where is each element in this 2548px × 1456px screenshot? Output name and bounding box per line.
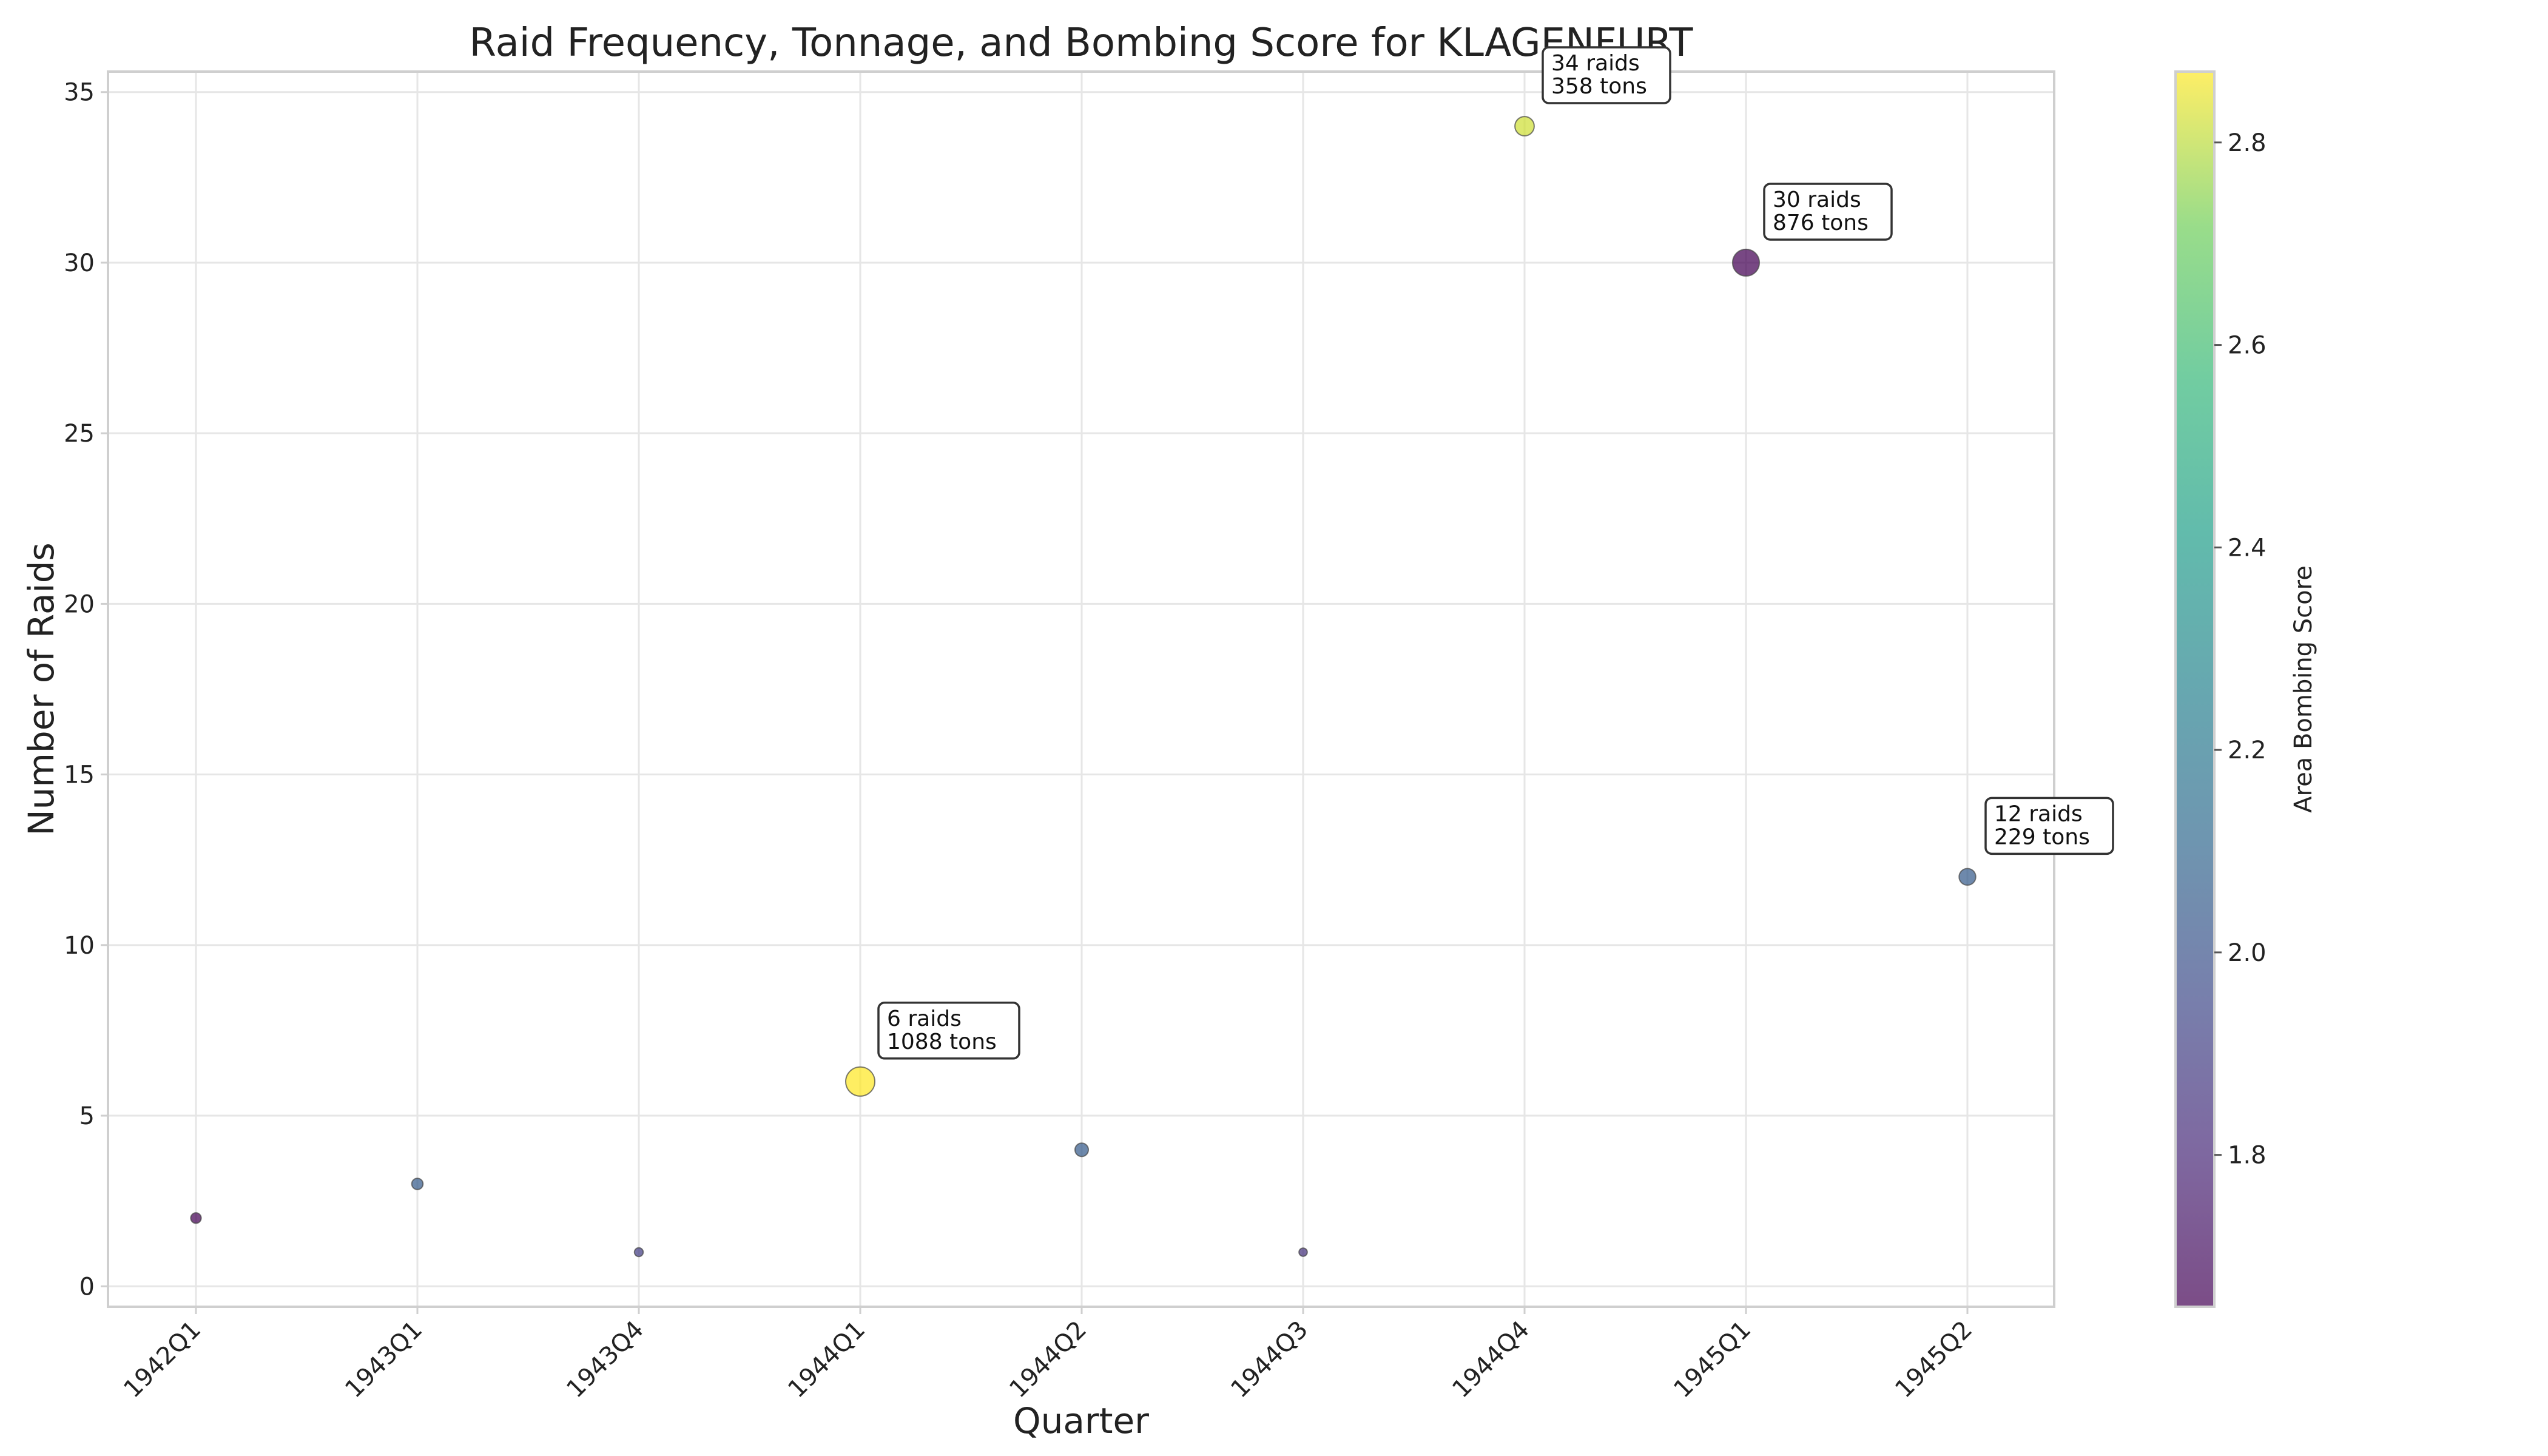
data-point-1944Q4 [1514, 116, 1535, 136]
colorbar-frame [2174, 70, 2216, 1308]
annotation-raids: 6 raids [887, 1006, 962, 1031]
data-point-1944Q2 [1074, 1142, 1090, 1158]
y-tick-label: 35 [64, 79, 95, 107]
annotation-raids: 12 raids [1994, 801, 2083, 826]
annotation-box [1763, 183, 1893, 241]
y-axis-label: Number of Raids [21, 542, 62, 835]
y-tick-label: 5 [79, 1102, 95, 1130]
data-point-1943Q1 [411, 1178, 424, 1190]
data-point-1944Q1 [845, 1066, 875, 1097]
annotation-box [877, 1002, 1020, 1060]
x-axis-label: Quarter [1013, 1400, 1149, 1441]
annotation-tons: 876 tons [1773, 211, 1869, 235]
y-tick-label: 0 [79, 1273, 95, 1301]
data-point-1945Q2 [1958, 868, 1977, 886]
data-point-1945Q1 [1731, 248, 1761, 277]
annotation-raids: 30 raids [1773, 187, 1861, 212]
x-tick-label: 1945Q1 [1668, 1316, 1756, 1404]
colorbar [2176, 72, 2214, 1307]
y-tick-label: 15 [64, 761, 95, 789]
x-tick-label: 1944Q2 [1004, 1316, 1092, 1404]
colorbar-tick-label: 2.2 [2228, 736, 2267, 764]
grid-lines [108, 72, 2054, 1307]
data-point-1943Q4 [633, 1247, 644, 1258]
y-tick-label: 20 [64, 590, 95, 618]
x-axis-ticks: 1942Q1 1943Q1 1943Q4 1944Q1 1944Q2 1944Q3 1944… [118, 1307, 1978, 1403]
x-tick-label: 1943Q4 [561, 1316, 649, 1404]
y-axis-ticks: 0 5 10 15 20 25 30 35 [64, 79, 108, 1301]
chart-title: Raid Frequency, Tonnage, and Bombing Sco… [470, 21, 1694, 66]
colorbar-tick-label: 2.4 [2228, 534, 2267, 562]
annotation-tons: 358 tons [1551, 74, 1647, 99]
x-tick-label: 1944Q3 [1225, 1316, 1313, 1404]
colorbar-tick-label: 2.0 [2228, 939, 2267, 967]
annotation-box [1542, 46, 1671, 104]
colorbar-tick-label: 2.6 [2228, 332, 2267, 360]
y-tick-label: 10 [64, 932, 95, 960]
x-tick-label: 1944Q4 [1447, 1316, 1535, 1404]
y-tick-label: 30 [64, 249, 95, 277]
x-tick-label: 1943Q1 [340, 1316, 428, 1404]
annotation-box [1984, 797, 2114, 855]
colorbar-ticks: 1.8 2.0 2.2 2.4 2.6 2.8 [2214, 129, 2267, 1170]
data-point-1942Q1 [190, 1212, 202, 1224]
data-point-1944Q3 [1298, 1247, 1308, 1257]
y-tick-label: 25 [64, 420, 95, 448]
x-tick-label: 1944Q1 [783, 1316, 871, 1404]
annotation-tons: 1088 tons [887, 1030, 997, 1054]
colorbar-tick-label: 2.8 [2228, 129, 2267, 157]
x-tick-label: 1942Q1 [118, 1316, 206, 1404]
colorbar-tick-label: 1.8 [2228, 1142, 2267, 1170]
annotation-raids: 34 raids [1551, 51, 1640, 76]
x-tick-label: 1945Q2 [1890, 1316, 1978, 1404]
annotation-tons: 229 tons [1994, 824, 2090, 849]
data-points [190, 116, 1977, 1258]
colorbar-label: Area Bombing Score [2290, 565, 2317, 813]
